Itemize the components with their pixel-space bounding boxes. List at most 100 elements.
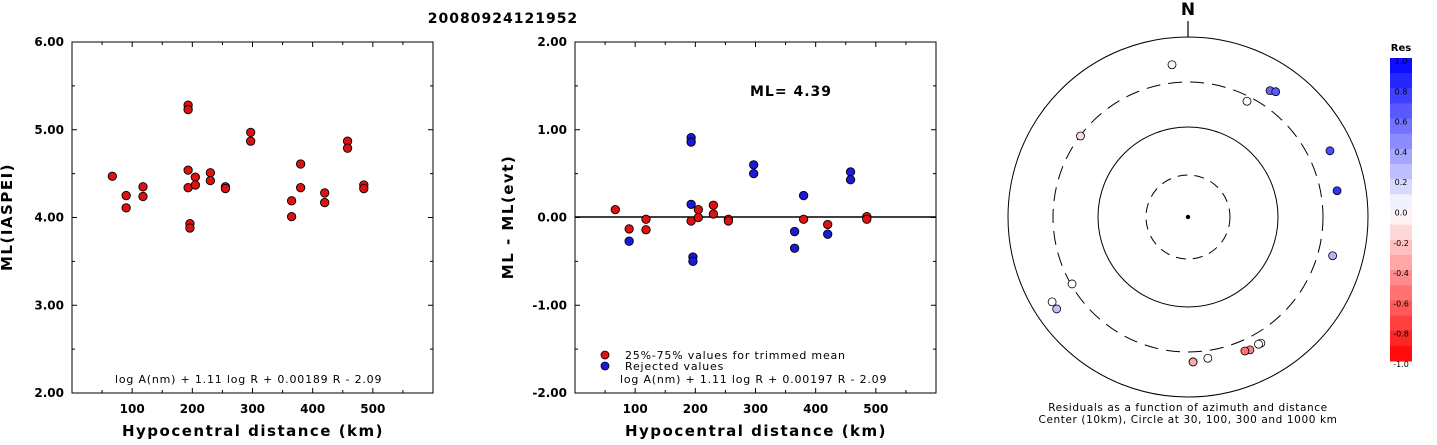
- data-point: [205, 168, 216, 178]
- x-tick-label: 300: [240, 402, 265, 416]
- data-point: [246, 136, 256, 146]
- colorbar-cell: [1390, 224, 1412, 241]
- epicenter-dot: [1185, 214, 1191, 220]
- y-tick-label: 4.00: [34, 211, 64, 225]
- rejected-point: [624, 236, 634, 246]
- circle-1000km: [1007, 36, 1369, 398]
- colorbar-label: -1.0: [1393, 360, 1409, 369]
- station-residual-point: [1328, 251, 1338, 261]
- colorbar-cell: [1390, 239, 1412, 256]
- polar-data-points: [1047, 60, 1342, 367]
- station-residual-point: [1332, 186, 1342, 196]
- left-y-axis-label: ML(IASPEI): [0, 163, 16, 271]
- colorbar-cell: [1390, 315, 1412, 332]
- data-point: [205, 175, 216, 186]
- x-tick-label: 200: [180, 402, 205, 416]
- data-point: [121, 203, 131, 213]
- data-point: [185, 223, 195, 233]
- station-residual-point: [1254, 339, 1263, 349]
- figure-title: 20080924121952: [428, 11, 578, 27]
- data-point: [183, 165, 193, 175]
- data-point: [286, 211, 297, 222]
- used-point: [823, 219, 833, 230]
- y-tick-label: 1.00: [537, 123, 567, 137]
- mid-chart: 2.00 1.00 0.00 -1.00 -2.00 100 200 300 400 500 M…: [499, 35, 937, 440]
- station-residual-point: [1067, 279, 1077, 289]
- data-point: [138, 191, 148, 202]
- y-tick-label: 3.00: [34, 298, 64, 312]
- data-point: [359, 183, 369, 194]
- x-tick-label: 400: [803, 402, 828, 416]
- rejected-point: [845, 175, 856, 185]
- legend-used-label: 25%-75% values for trimmed mean: [625, 349, 846, 362]
- used-point: [723, 216, 734, 226]
- colorbar-cell: [1390, 285, 1412, 301]
- colorbar-label: 1.0: [1395, 57, 1408, 66]
- data-point: [190, 172, 200, 182]
- data-point: [286, 196, 297, 206]
- colorbar-cell: [1390, 209, 1412, 226]
- rejected-point: [823, 229, 833, 239]
- left-x-ticks: 100 200 300 400 500: [101, 42, 404, 416]
- x-tick-label: 100: [623, 402, 648, 416]
- colorbar-cell: [1390, 345, 1412, 362]
- y-tick-label: 2.00: [537, 35, 567, 49]
- colorbar-cell: [1390, 88, 1412, 104]
- used-point: [641, 225, 651, 235]
- colorbar-cell: [1390, 270, 1412, 286]
- rejected-point: [789, 226, 800, 237]
- circle-30km: [1145, 174, 1231, 260]
- used-point: [798, 214, 809, 224]
- data-point: [342, 143, 353, 153]
- colorbar-cells: [1390, 58, 1412, 362]
- x-tick-label: 200: [683, 402, 708, 416]
- north-label: N: [1181, 0, 1195, 20]
- station-residual-point: [1167, 60, 1177, 70]
- colorbar-cell: [1390, 300, 1412, 317]
- y-tick-label: -1.00: [532, 298, 567, 312]
- station-residual-point: [1240, 346, 1250, 356]
- rejected-point: [798, 190, 809, 201]
- station-residual-point: [1203, 353, 1213, 363]
- left-data-points: [107, 100, 369, 233]
- mid-legend: 25%-75% values for trimmed mean Rejected…: [600, 349, 846, 373]
- y-tick-label: 5.00: [34, 123, 64, 137]
- station-residual-point: [1325, 146, 1335, 156]
- rejected-point: [686, 137, 696, 147]
- left-plot-frame: [71, 41, 434, 394]
- mid-data-points: [610, 132, 872, 267]
- circle-300km: [1052, 81, 1324, 353]
- colorbar-cell: [1390, 103, 1412, 120]
- rejected-point: [688, 256, 698, 267]
- colorbar-cell: [1390, 73, 1412, 89]
- colorbar-cell: [1390, 118, 1412, 135]
- colorbar-labels: 1.0 0.8 0.6 0.4 0.2 0.0 -0.2 -0.4 -0.6 -0.8 -1.0: [1393, 57, 1409, 369]
- x-tick-label: 400: [300, 402, 325, 416]
- y-tick-label: -2.00: [532, 386, 567, 400]
- polar-caption-2: Center (10km), Circle at 30, 100, 300 an…: [1039, 414, 1338, 426]
- data-point: [183, 104, 193, 115]
- station-residual-point: [1052, 304, 1062, 314]
- data-point: [295, 159, 306, 169]
- mid-y-axis-label: ML - ML(evt): [499, 155, 517, 279]
- legend-rejected-marker: [600, 361, 610, 371]
- data-point: [246, 127, 256, 138]
- used-point: [693, 212, 703, 223]
- station-residual-point: [1076, 131, 1085, 141]
- y-tick-label: 6.00: [34, 35, 64, 49]
- colorbar-label: 0.0: [1395, 209, 1408, 218]
- polar-caption-1: Residuals as a function of azimuth and d…: [1048, 402, 1328, 414]
- legend-used-marker: [600, 350, 610, 360]
- used-point: [693, 204, 703, 215]
- ml-label: ML= 4.39: [750, 84, 832, 100]
- mid-y-ticks: 2.00 1.00 0.00 -1.00 -2.00: [532, 35, 936, 400]
- data-point: [190, 180, 200, 190]
- x-tick-label: 500: [360, 402, 385, 416]
- x-tick-label: 100: [120, 402, 145, 416]
- colorbar-label: 0.6: [1395, 118, 1408, 127]
- station-residual-point: [1188, 357, 1198, 367]
- used-point: [862, 214, 872, 224]
- left-x-axis-label: Hypocentral distance (km): [122, 422, 384, 440]
